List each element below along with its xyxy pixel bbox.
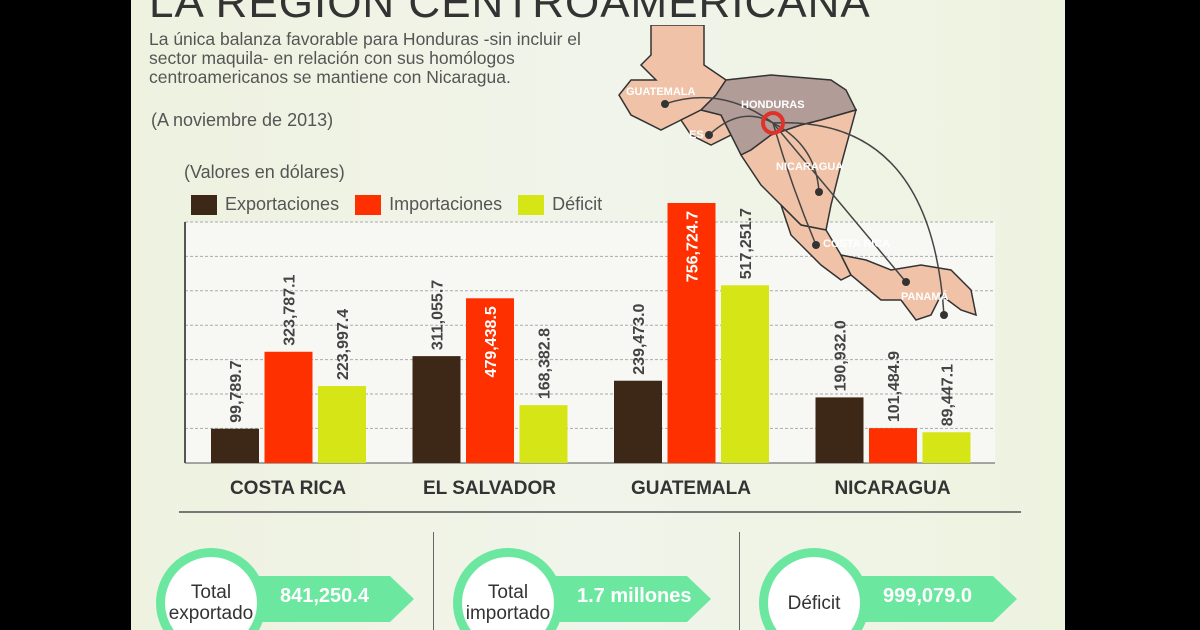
category-label: EL SALVADOR xyxy=(423,478,556,499)
bar-importaciones xyxy=(667,203,716,463)
legend-item-importaciones: Importaciones xyxy=(355,194,502,215)
honduras-marker-icon xyxy=(761,111,785,135)
map-guatemala xyxy=(618,25,728,131)
chart-legend: Exportaciones Importaciones Déficit xyxy=(191,194,608,215)
legend-item-deficit: Déficit xyxy=(518,194,602,215)
legend-label: Exportaciones xyxy=(225,194,340,214)
central-america-map: GUATEMALA HONDURAS ES NICARAGUA COSTA RI… xyxy=(618,25,977,321)
legend-swatch xyxy=(518,194,545,215)
bar-exportaciones xyxy=(211,428,259,463)
value-label: 479,438.5 xyxy=(483,306,500,377)
value-label: 756,724.7 xyxy=(685,211,702,282)
map-panama xyxy=(839,253,977,321)
summary-label: Déficit xyxy=(759,548,869,630)
divider xyxy=(433,532,434,630)
units-label: (Valores en dólares) xyxy=(184,162,345,182)
map-label-guatemala: GUATEMALA xyxy=(626,86,696,98)
value-label: 89,447.1 xyxy=(940,364,957,426)
value-label: 323,787.1 xyxy=(282,274,299,345)
bar-déficit xyxy=(519,405,568,463)
infographic-panel: LA REGIÓN CENTROAMERICANA La única balan… xyxy=(131,0,1065,630)
summary-label: Total importado xyxy=(453,548,563,630)
value-label: 311,055.7 xyxy=(430,280,447,350)
bar-déficit xyxy=(318,386,366,463)
bar-importaciones xyxy=(264,351,313,463)
bar-déficit xyxy=(922,432,971,463)
date-note: (A noviembre de 2013) xyxy=(151,110,334,130)
map-label-nicaragua: NICARAGUA xyxy=(776,161,843,173)
value-label: 190,932.0 xyxy=(833,320,850,391)
legend-label: Déficit xyxy=(552,194,603,214)
legend-swatch xyxy=(355,194,382,215)
bar-exportaciones xyxy=(412,356,461,463)
legend-swatch xyxy=(191,194,217,215)
value-label: 223,997.4 xyxy=(335,309,352,380)
legend-label: Importaciones xyxy=(389,194,503,214)
map-label-panama: PANAMÁ xyxy=(901,290,949,303)
bar-exportaciones xyxy=(815,397,864,463)
value-label: 517,251.7 xyxy=(738,208,755,279)
bar-importaciones xyxy=(869,428,917,463)
intro-text: La única balanza favorable para Honduras… xyxy=(149,29,581,87)
bar-déficit xyxy=(721,285,769,463)
map-label-honduras: HONDURAS xyxy=(741,99,805,111)
value-label: 101,484.9 xyxy=(886,351,903,422)
map-label-costa-rica: COSTA RICA xyxy=(823,238,890,250)
summary-label: Total exportado xyxy=(156,548,266,630)
category-label: GUATEMALA xyxy=(631,478,751,499)
category-label: COSTA RICA xyxy=(230,478,346,499)
value-label: 239,473.0 xyxy=(631,303,648,374)
map-label-el-salvador: ES xyxy=(689,129,704,141)
legend-item-exportaciones: Exportaciones xyxy=(191,194,339,215)
value-label: 99,789.7 xyxy=(228,360,245,422)
value-label: 168,382.8 xyxy=(537,328,554,399)
summary-value: 841,250.4 xyxy=(280,585,369,607)
summary-value: 1.7 millones xyxy=(577,585,692,607)
category-label: NICARAGUA xyxy=(834,478,950,499)
summary-value: 999,079.0 xyxy=(883,585,972,607)
bar-exportaciones xyxy=(614,380,662,463)
page-title: LA REGIÓN CENTROAMERICANA xyxy=(149,0,871,27)
bar-importaciones xyxy=(466,298,514,463)
divider xyxy=(739,532,740,630)
